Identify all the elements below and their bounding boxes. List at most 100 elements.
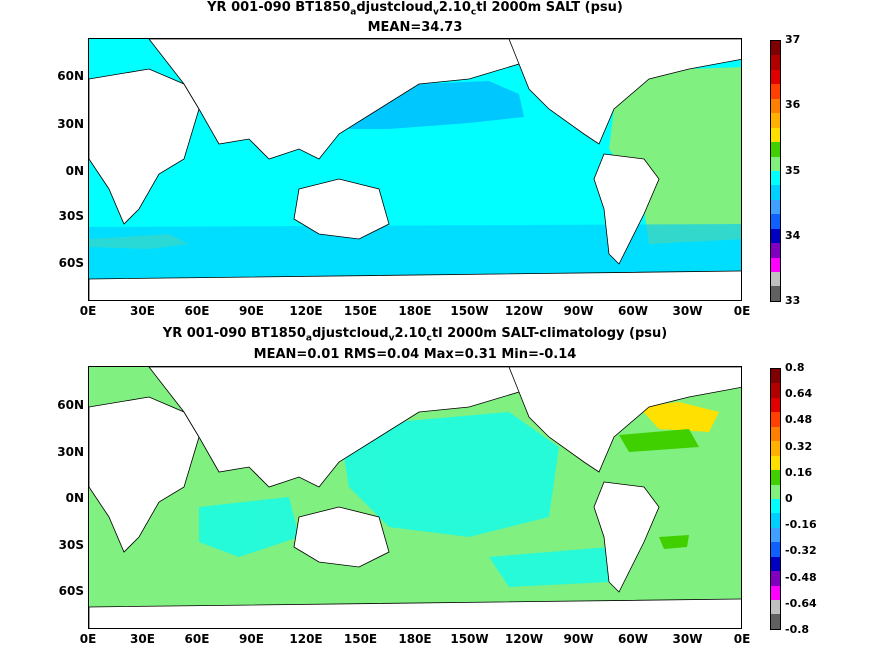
cbar-label: 0 — [785, 492, 793, 505]
colorbar-segment — [771, 470, 780, 485]
top-salinity-map — [88, 38, 742, 301]
colorbar-segment — [771, 527, 780, 543]
cbar-label: 35 — [785, 164, 801, 177]
lon-label: 90W — [563, 304, 594, 318]
lon-label: 90E — [239, 304, 264, 318]
lon-label: 30E — [130, 304, 155, 318]
colorbar-segment — [771, 397, 780, 413]
cbar-label: 33 — [785, 294, 801, 307]
lat-label-30n: 30N — [57, 445, 84, 459]
top-map-title: YR 001-090 BT1850adjustcloudv2.10ctl 200… — [207, 0, 623, 18]
near-zero-patches — [199, 412, 609, 587]
lon-label: 0E — [79, 632, 97, 646]
colorbar-segment — [771, 113, 780, 128]
lon-label: 30E — [130, 632, 155, 646]
cbar-label: 37 — [785, 33, 801, 46]
lon-label: 60W — [618, 632, 648, 646]
top-colorbar — [770, 40, 781, 302]
lon-label: 0E — [79, 304, 97, 318]
lat-label-60s: 60S — [58, 256, 84, 270]
top-map-stats: MEAN=34.73 — [367, 20, 463, 35]
colorbar-segment — [771, 243, 780, 258]
colorbar-segment — [771, 142, 780, 157]
colorbar-segment — [771, 199, 780, 215]
colorbar-segment — [771, 426, 780, 442]
colorbar-segment — [771, 214, 780, 229]
land-masses — [89, 367, 741, 628]
colorbar-segment — [771, 369, 780, 384]
lon-label: 90W — [563, 632, 594, 646]
lon-label: 120E — [289, 304, 323, 318]
lon-label: 150E — [343, 304, 378, 318]
lon-label: 90E — [239, 632, 264, 646]
bottom-anomaly-map — [88, 366, 742, 629]
colorbar-segment — [771, 600, 780, 615]
cbar-label: 0.64 — [785, 387, 813, 401]
lon-label: 120E — [289, 632, 323, 646]
lon-label: 180E — [398, 632, 432, 646]
colorbar-segment — [771, 455, 780, 471]
bottom-map-stats: MEAN=0.01 RMS=0.04 Max=0.31 Min=-0.14 — [253, 347, 577, 362]
colorbar-segment — [771, 556, 780, 572]
colorbar-segment — [771, 170, 780, 186]
lat-label-60n: 60N — [57, 69, 84, 83]
colorbar-segment — [771, 55, 780, 70]
colorbar-segment — [771, 185, 780, 200]
colorbar-segment — [771, 98, 780, 114]
colorbar-segment — [771, 614, 780, 629]
cbar-label: -0.64 — [785, 596, 817, 610]
cbar-label: 0.8 — [785, 361, 805, 374]
lon-label: 150E — [343, 632, 378, 646]
north-atlantic-high-anomaly — [639, 402, 719, 432]
lat-label-30s: 30S — [58, 209, 84, 223]
colorbar-segment — [771, 441, 780, 456]
lon-label: 120W — [504, 632, 544, 646]
bottom-map-title: YR 001-090 BT1850adjustcloudv2.10ctl 200… — [162, 326, 668, 344]
colorbar-segment — [771, 412, 780, 427]
lon-label: 0E — [733, 632, 751, 646]
lon-label: 30W — [672, 304, 703, 318]
cbar-label: -0.48 — [785, 570, 817, 584]
colorbar-segment — [771, 257, 780, 272]
colorbar-segment — [771, 69, 780, 85]
lon-label: 60E — [184, 304, 210, 318]
lon-label: 30W — [672, 632, 703, 646]
colorbar-segment — [771, 84, 780, 99]
lon-label: 150W — [450, 304, 489, 318]
colorbar-segment — [771, 484, 780, 499]
bottom-colorbar — [770, 368, 781, 630]
bottom-map-canvas — [89, 367, 741, 628]
lat-label-60n: 60N — [57, 398, 84, 412]
north-pacific-low-salinity — [334, 81, 524, 129]
cbar-label: -0.32 — [785, 544, 817, 558]
colorbar-segment — [771, 585, 780, 600]
cbar-label: 0.16 — [785, 465, 813, 479]
lat-label-0n: 0N — [65, 164, 84, 178]
lat-label-30s: 30S — [58, 538, 84, 552]
cbar-label: -0.8 — [785, 623, 810, 636]
colorbar-segment — [771, 286, 780, 301]
lon-label: 180E — [398, 304, 432, 318]
lon-label: 60E — [184, 632, 210, 646]
lon-label: 120W — [504, 304, 544, 318]
colorbar-segment — [771, 228, 780, 244]
cbar-label: -0.16 — [785, 518, 817, 532]
atlantic-positive-anomaly — [619, 429, 699, 452]
colorbar-segment — [771, 513, 780, 528]
colorbar-segment — [771, 127, 780, 143]
colorbar-segment — [771, 383, 780, 398]
colorbar-segment — [771, 272, 780, 287]
colorbar-segment — [771, 156, 780, 171]
cbar-label: 0.48 — [785, 413, 813, 427]
lon-label: 60W — [618, 304, 648, 318]
lon-label: 150W — [450, 632, 489, 646]
colorbar-segment — [771, 498, 780, 514]
colorbar-segment — [771, 571, 780, 586]
lat-label-60s: 60S — [58, 584, 84, 598]
land-masses — [89, 39, 741, 300]
colorbar-segment — [771, 542, 780, 557]
cbar-label: 0.32 — [785, 439, 813, 453]
lat-label-0n: 0N — [65, 491, 84, 505]
top-map-canvas — [89, 39, 741, 300]
colorbar-segment — [771, 41, 780, 56]
